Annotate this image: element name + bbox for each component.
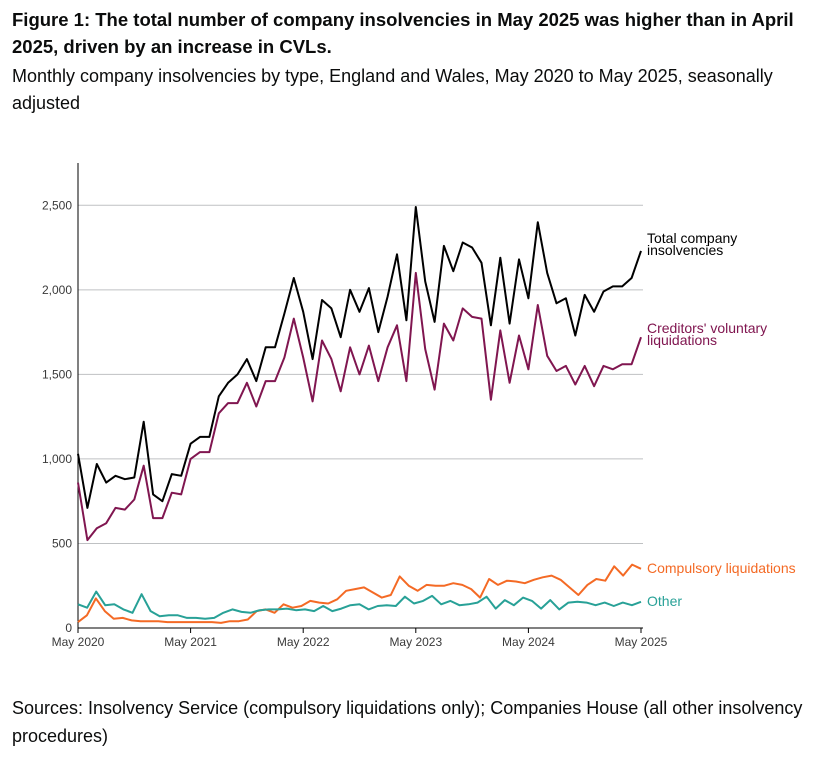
series-label: Compulsory liquidations <box>647 560 796 576</box>
x-axis-ticks: May 2020 May 2021 May 2022 May 2023 May 2024… <box>52 628 668 649</box>
series-line-compulsory-liquidations <box>77 563 642 624</box>
y-tick-label: 2,500 <box>42 198 72 212</box>
series-line-other <box>77 590 642 620</box>
y-tick-label: 2,000 <box>42 283 72 297</box>
chart-subtitle: Monthly company insolvencies by type, En… <box>12 66 773 113</box>
y-axis-ticks: 0 500 1,000 1,500 2,000 2,500 <box>42 198 72 635</box>
series-lines <box>77 206 642 624</box>
x-tick-label: May 2024 <box>502 635 555 649</box>
y-tick-label: 1,000 <box>42 452 72 466</box>
series-label: liquidations <box>647 332 717 348</box>
chart-title: Figure 1: The total number of company in… <box>12 9 794 57</box>
y-tick-label: 0 <box>65 621 72 635</box>
y-tick-label: 1,500 <box>42 367 72 381</box>
x-tick-label: May 2023 <box>389 635 442 649</box>
x-tick-label: May 2025 <box>615 635 668 649</box>
series-label: Total company <box>647 230 737 246</box>
x-tick-label: May 2020 <box>52 635 105 649</box>
y-tick-label: 500 <box>52 536 72 550</box>
series-line-total-company-insolvencies <box>77 206 642 509</box>
source-note: Sources: Insolvency Service (compulsory … <box>12 698 803 746</box>
series-line-creditors-voluntary-liquidations <box>77 271 642 542</box>
series-label: Creditors' voluntary <box>647 320 767 336</box>
x-tick-label: May 2021 <box>164 635 217 649</box>
x-tick-label: May 2022 <box>277 635 330 649</box>
series-label: Other <box>647 593 682 609</box>
series-label: insolvencies <box>647 242 723 258</box>
gridlines <box>77 163 643 629</box>
